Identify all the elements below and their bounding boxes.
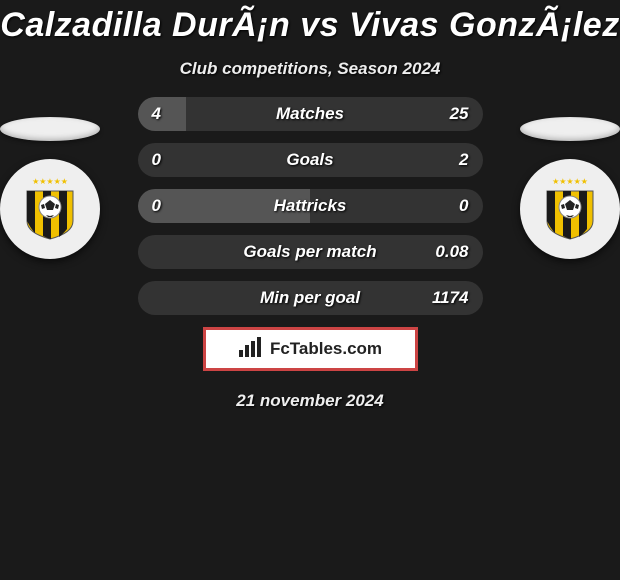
content-area: ★★★★★ ★★★★★ Matches4 25 — [0, 97, 620, 411]
stat-value-left: 0 — [152, 143, 161, 177]
stat-row: Goals per match0.08 — [138, 235, 483, 269]
stat-label: Goals per match — [138, 235, 483, 269]
stat-value-left: 4 — [152, 97, 161, 131]
club-badge-right: ★★★★★ — [520, 159, 620, 259]
stat-row: Min per goal1174 — [138, 281, 483, 315]
chart-bars-icon — [238, 336, 264, 363]
stat-value-left: 0 — [152, 189, 161, 223]
svg-text:★★★★★: ★★★★★ — [552, 177, 588, 186]
club-badge-left: ★★★★★ — [0, 159, 100, 259]
svg-text:★★★★★: ★★★★★ — [32, 177, 68, 186]
stat-value-right: 2 — [459, 143, 468, 177]
stat-row: Goals0 2 — [138, 143, 483, 177]
date-text: 21 november 2024 — [0, 391, 620, 411]
stat-label: Hattricks — [138, 189, 483, 223]
stat-value-right: 0 — [459, 189, 468, 223]
stat-value-right: 1174 — [432, 281, 469, 315]
stat-label: Goals — [138, 143, 483, 177]
shield-icon: ★★★★★ — [541, 177, 599, 241]
brand-text: FcTables.com — [270, 339, 382, 359]
stat-row: Hattricks0 0 — [138, 189, 483, 223]
subtitle: Club competitions, Season 2024 — [0, 59, 620, 79]
infographic-container: Calzadilla DurÃ¡n vs Vivas GonzÃ¡lez Clu… — [0, 0, 620, 411]
stat-label: Min per goal — [138, 281, 483, 315]
stats-block: Matches425Goals02Hattricks00Goals per ma… — [138, 97, 483, 315]
stat-label: Matches — [138, 97, 483, 131]
right-side: ★★★★★ — [510, 97, 620, 259]
player-ellipse-right — [520, 117, 620, 141]
page-title: Calzadilla DurÃ¡n vs Vivas GonzÃ¡lez — [0, 6, 620, 45]
stat-value-right: 25 — [450, 97, 469, 131]
brand-box: FcTables.com — [203, 327, 418, 371]
shield-icon: ★★★★★ — [21, 177, 79, 241]
stat-value-right: 0.08 — [435, 235, 468, 269]
left-side: ★★★★★ — [0, 97, 110, 259]
stat-row: Matches4 25 — [138, 97, 483, 131]
player-ellipse-left — [0, 117, 100, 141]
